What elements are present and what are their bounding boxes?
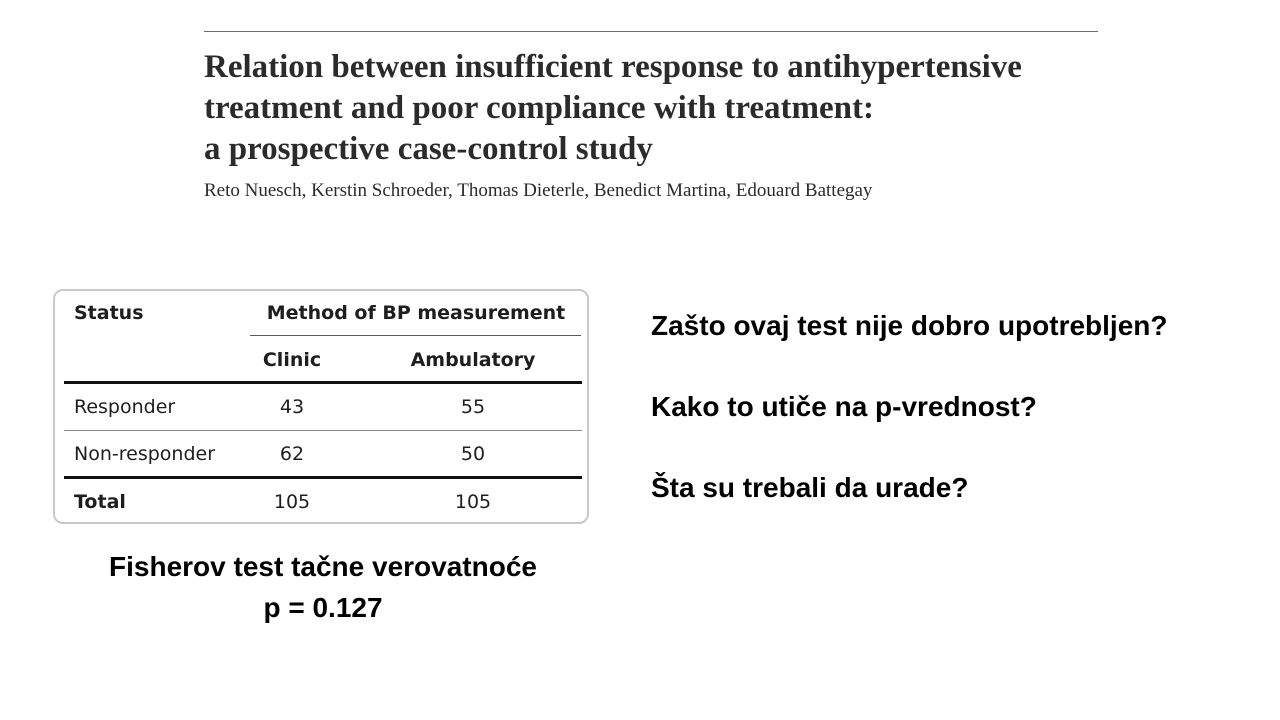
paper-title: Relation between insufficient response t… <box>204 47 1104 170</box>
paper-title-line-2: treatment and poor compliance with treat… <box>204 90 874 126</box>
question-1: Zašto ovaj test nije dobro upotrebljen? <box>651 310 1168 341</box>
row-label-non-responder: Non-responder <box>74 443 216 465</box>
cell-non-responder-ambulatory: 50 <box>460 443 486 465</box>
header-rule <box>204 31 1098 32</box>
cell-responder-ambulatory: 55 <box>460 396 486 418</box>
method-group-header: Method of BP measurement <box>266 302 566 324</box>
paper-title-line-3: a prospective case-control study <box>204 131 653 167</box>
test-p-value: p = 0.127 <box>263 592 383 623</box>
group-header-rule <box>250 335 581 336</box>
column-header-ambulatory: Ambulatory <box>410 349 536 371</box>
total-top-rule <box>64 476 582 479</box>
cell-total-ambulatory: 105 <box>454 491 492 513</box>
column-header-clinic: Clinic <box>262 349 322 371</box>
paper-title-line-1: Relation between insufficient response t… <box>204 49 1022 85</box>
paper-authors: Reto Nuesch, Kerstin Schroeder, Thomas D… <box>204 180 873 201</box>
question-3: Šta su trebali da urade? <box>651 472 969 503</box>
cell-non-responder-clinic: 62 <box>279 443 305 465</box>
row-divider <box>64 430 582 431</box>
row-label-total: Total <box>74 491 126 513</box>
header-bottom-rule <box>64 381 582 384</box>
cell-responder-clinic: 43 <box>279 396 305 418</box>
test-name: Fisherov test tačne verovatnoće <box>109 551 537 582</box>
status-header: Status <box>74 302 144 324</box>
cell-total-clinic: 105 <box>273 491 311 513</box>
question-2: Kako to utiče na p-vrednost? <box>651 391 1037 422</box>
row-label-responder: Responder <box>74 396 176 418</box>
contingency-table: Status Method of BP measurement Clinic A… <box>53 289 589 524</box>
